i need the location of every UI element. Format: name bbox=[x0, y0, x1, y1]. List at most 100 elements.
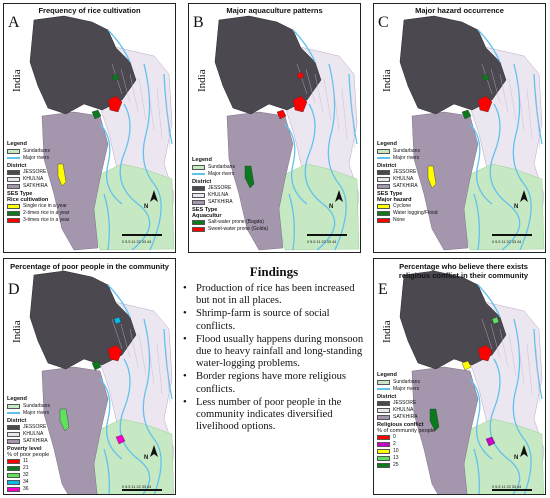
union-border bbox=[508, 78, 517, 122]
river-line bbox=[489, 103, 521, 251]
north-arrow-icon: N bbox=[514, 455, 519, 461]
river-line bbox=[142, 318, 162, 494]
union-border bbox=[517, 338, 525, 386]
union-border bbox=[508, 333, 517, 377]
union-border bbox=[332, 83, 340, 131]
river-line bbox=[142, 63, 162, 251]
legend-item-sundarbans: Sundarbans bbox=[377, 148, 438, 155]
scale-bar: 0 5.5 11 22 33 44 bbox=[122, 240, 152, 244]
river-line bbox=[477, 284, 501, 318]
legend-item-category: 13 bbox=[377, 455, 435, 462]
scale-bar-graphic bbox=[492, 234, 532, 236]
panel-letter: A bbox=[8, 14, 20, 31]
legend-item-category: 32 bbox=[7, 472, 50, 479]
legend-item-category: 3-times rice in a year bbox=[7, 217, 69, 224]
findings-title: Findings bbox=[249, 264, 299, 279]
union-border bbox=[129, 73, 139, 113]
legend-item-rivers: Major rivers bbox=[7, 155, 69, 162]
map-legend: Legend Sundarbans Major rivers District … bbox=[7, 140, 69, 224]
legend-swatch bbox=[377, 148, 390, 154]
legend-swatch bbox=[192, 220, 205, 226]
map-legend: Legend Sundarbans Major rivers District … bbox=[377, 371, 435, 469]
union-border bbox=[138, 333, 147, 377]
union-border bbox=[296, 63, 308, 95]
district-jessore bbox=[29, 15, 137, 115]
union-border bbox=[499, 328, 509, 368]
country-label-india: India bbox=[11, 320, 23, 343]
union-border bbox=[156, 88, 163, 140]
map-graphic bbox=[29, 270, 175, 494]
river-line bbox=[284, 123, 308, 205]
panel-letter: C bbox=[378, 14, 389, 31]
category-area bbox=[429, 408, 440, 432]
legend-item-jessore: JESSORE bbox=[7, 169, 69, 176]
legend-item-satkhira: SATKHIRA bbox=[377, 183, 438, 190]
union-border bbox=[165, 348, 171, 404]
legend-swatch bbox=[192, 173, 205, 176]
legend-swatch bbox=[7, 432, 20, 438]
sundarbans-region bbox=[461, 418, 544, 494]
category-area bbox=[461, 109, 472, 120]
scale-bar-graphic bbox=[122, 234, 162, 236]
legend-sub-title-2: % of poor people bbox=[7, 451, 50, 458]
legend-item-category: 34 bbox=[7, 479, 50, 486]
legend-item-category: Salt-water prone (Bagda) bbox=[192, 219, 268, 226]
legend-swatch bbox=[377, 177, 390, 183]
legend-district-title: District bbox=[7, 417, 27, 424]
union-border bbox=[490, 68, 501, 104]
category-area bbox=[113, 316, 122, 325]
legend-swatch bbox=[7, 412, 20, 415]
legend-item-rivers: Major rivers bbox=[377, 155, 438, 162]
legend-swatch bbox=[377, 435, 390, 441]
union-border bbox=[517, 83, 525, 131]
panel-title: Frequency of rice cultivation bbox=[38, 6, 141, 15]
legend-swatch bbox=[377, 463, 390, 469]
legend-swatch bbox=[377, 415, 390, 421]
map-panel-e: E Percentage who believe there exists re… bbox=[373, 258, 546, 495]
legend-sub-title: Religious conflict bbox=[377, 422, 424, 429]
legend-title: Legend bbox=[7, 141, 27, 147]
north-arrow-icon: N bbox=[514, 204, 519, 210]
north-arrow-icon bbox=[520, 190, 528, 202]
category-area bbox=[481, 73, 490, 82]
river-line bbox=[533, 328, 543, 400]
category-area bbox=[461, 360, 472, 371]
legend-item-category: 25 bbox=[377, 462, 435, 469]
legend-ses-type: SES Type bbox=[377, 191, 403, 198]
legend-swatch bbox=[7, 487, 20, 493]
map-graphic bbox=[214, 15, 360, 251]
district-satkhira bbox=[411, 366, 479, 494]
legend-item-category: Sweet-water prone (Golda) bbox=[192, 226, 268, 233]
category-area bbox=[477, 344, 493, 362]
legend-sub-title: Rice cultivation bbox=[7, 196, 49, 203]
river-line bbox=[512, 318, 532, 494]
legend-item-category: 10 bbox=[377, 448, 435, 455]
union-border bbox=[481, 318, 493, 350]
scale-bar: 0 5.5 11 22 33 44 bbox=[492, 240, 522, 244]
legend-item-category: Cyclone bbox=[377, 203, 438, 210]
legend-swatch bbox=[7, 466, 20, 472]
category-area bbox=[427, 165, 437, 189]
river-line bbox=[99, 378, 123, 460]
legend-swatch bbox=[192, 227, 205, 233]
map-panel-d: D Percentage of poor people in the commu… bbox=[3, 258, 176, 495]
union-border bbox=[165, 93, 171, 149]
legend-swatch bbox=[7, 439, 20, 445]
union-border bbox=[526, 343, 533, 395]
panel-title: Major hazard occurrence bbox=[415, 6, 504, 15]
river-line bbox=[99, 123, 123, 205]
legend-swatch bbox=[7, 425, 20, 431]
river-line bbox=[107, 284, 131, 318]
map-graphic bbox=[399, 15, 545, 251]
legend-item-jessore: JESSORE bbox=[7, 424, 50, 431]
river-line bbox=[469, 123, 493, 205]
north-arrow-icon bbox=[150, 190, 158, 202]
legend-swatch bbox=[7, 184, 20, 190]
category-area bbox=[296, 71, 305, 80]
legend-item-khulna: KHULNA bbox=[192, 192, 268, 199]
scale-bar: 0 5.5 11 22 33 44 bbox=[492, 485, 522, 489]
union-border bbox=[156, 343, 163, 395]
legend-title: Legend bbox=[377, 141, 397, 147]
river-line bbox=[469, 378, 493, 460]
river-line bbox=[292, 29, 316, 63]
